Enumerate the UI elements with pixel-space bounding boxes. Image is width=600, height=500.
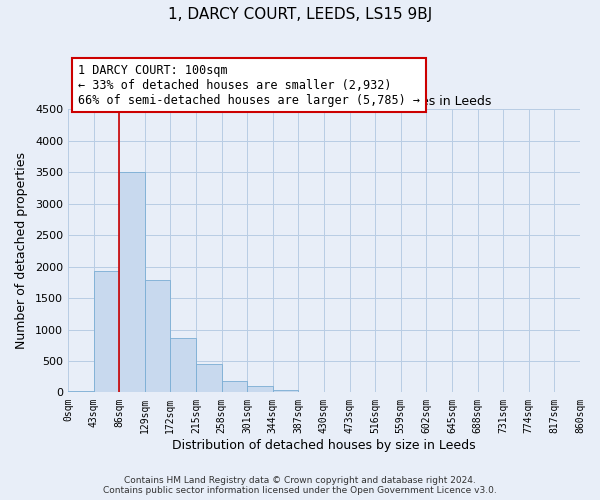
Bar: [247, 386, 273, 392]
Bar: [94, 271, 119, 392]
Text: 1 DARCY COURT: 100sqm
← 33% of detached houses are smaller (2,932)
66% of semi-d: 1 DARCY COURT: 100sqm ← 33% of detached …: [78, 64, 420, 106]
X-axis label: Distribution of detached houses by size in Leeds: Distribution of detached houses by size …: [172, 440, 476, 452]
Y-axis label: Number of detached properties: Number of detached properties: [15, 152, 28, 350]
Bar: [145, 280, 170, 392]
Bar: [119, 172, 145, 392]
Bar: [273, 390, 298, 392]
Bar: [170, 338, 196, 392]
Bar: [196, 364, 221, 392]
Text: 1, DARCY COURT, LEEDS, LS15 9BJ: 1, DARCY COURT, LEEDS, LS15 9BJ: [168, 8, 432, 22]
Bar: [221, 381, 247, 392]
Bar: [68, 390, 94, 392]
Title: Size of property relative to detached houses in Leeds: Size of property relative to detached ho…: [157, 95, 491, 108]
Text: Contains HM Land Registry data © Crown copyright and database right 2024.
Contai: Contains HM Land Registry data © Crown c…: [103, 476, 497, 495]
